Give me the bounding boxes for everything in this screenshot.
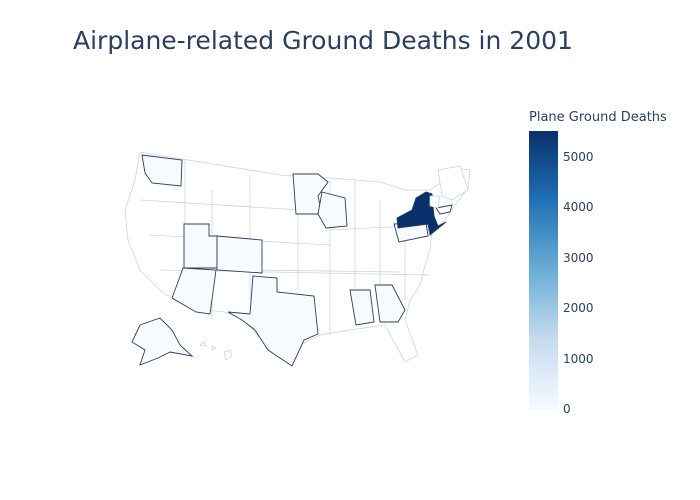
state-alabama bbox=[349, 289, 375, 326]
state-minnesota bbox=[292, 173, 329, 215]
state-arizona bbox=[171, 267, 217, 315]
northeast-small-states bbox=[429, 165, 469, 209]
colorbar-tick-5000: 5000 bbox=[563, 150, 594, 164]
state-washington bbox=[141, 154, 183, 187]
state-colorado bbox=[216, 235, 263, 274]
state-georgia bbox=[374, 284, 406, 323]
chart-title: Airplane-related Ground Deaths in 2001 bbox=[73, 26, 573, 55]
colorbar-tick-1000: 1000 bbox=[563, 352, 594, 366]
colorbar-tick-3000: 3000 bbox=[563, 251, 594, 265]
state-texas bbox=[227, 275, 319, 367]
colorbar-tick-4000: 4000 bbox=[563, 200, 594, 214]
state-alaska bbox=[131, 317, 194, 366]
state-wisconsin bbox=[317, 191, 348, 229]
colorbar bbox=[529, 131, 558, 410]
colorbar-tick-2000: 2000 bbox=[563, 301, 594, 315]
state-massachusetts bbox=[435, 204, 453, 215]
colorbar-tick-0: 0 bbox=[563, 402, 571, 416]
colorbar-title: Plane Ground Deaths bbox=[529, 110, 667, 125]
hawaii bbox=[199, 341, 233, 361]
state-new-york bbox=[396, 191, 447, 236]
